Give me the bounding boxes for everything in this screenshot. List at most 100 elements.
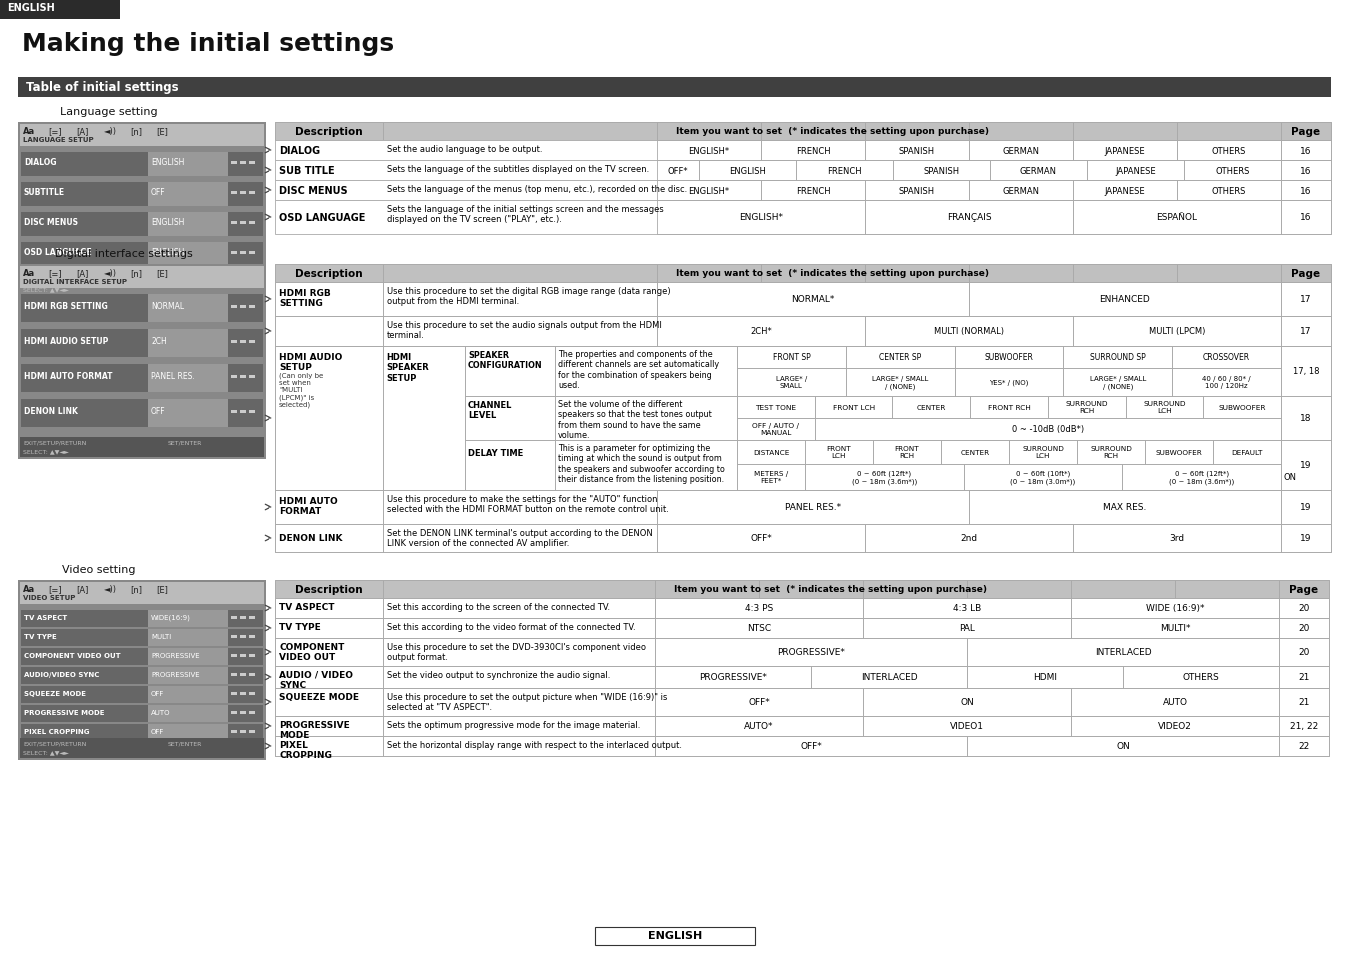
Bar (22, 243, 263, 267)
Bar (969, 491, 1282, 524)
Bar (1282, 491, 1331, 524)
Bar (656, 688, 863, 717)
Bar (1282, 396, 1331, 440)
Bar (275, 598, 383, 618)
Text: MULTI*: MULTI* (1160, 624, 1190, 633)
Text: HDMI RGB SETTING: HDMI RGB SETTING (24, 302, 108, 311)
Bar (250, 340, 255, 344)
Bar (22, 667, 263, 684)
Text: NORMAL*: NORMAL* (792, 295, 835, 304)
Bar (250, 636, 255, 639)
Text: FRENCH: FRENCH (827, 167, 862, 175)
Bar (1176, 265, 1282, 283)
Bar (22, 629, 263, 646)
Text: ◄)): ◄)) (104, 269, 117, 277)
Bar (1279, 717, 1329, 737)
Text: SURROUND SP: SURROUND SP (1090, 354, 1145, 362)
Bar (1071, 618, 1279, 639)
Bar (18, 123, 266, 297)
Bar (657, 283, 969, 316)
Bar (250, 711, 255, 714)
Bar (863, 580, 967, 598)
Bar (148, 243, 228, 267)
Text: AUDIO/VIDEO SYNC: AUDIO/VIDEO SYNC (24, 671, 100, 678)
Bar (1282, 440, 1331, 491)
Bar (250, 730, 255, 733)
Bar (865, 141, 969, 161)
Bar (1282, 316, 1331, 347)
Text: Set this according to the video format of the connected TV.: Set this according to the video format o… (387, 622, 635, 631)
Text: ENGLISH: ENGLISH (151, 218, 185, 227)
Text: YES* / (NO): YES* / (NO) (989, 379, 1029, 386)
Bar (863, 598, 1071, 618)
Text: VIDEO SETUP: VIDEO SETUP (23, 595, 76, 600)
Bar (1282, 123, 1331, 141)
Text: Video setting: Video setting (62, 564, 135, 575)
Bar (22, 365, 263, 393)
Text: Table of initial settings: Table of initial settings (26, 81, 178, 94)
Bar (1072, 141, 1176, 161)
Text: CENTER SP: CENTER SP (880, 354, 921, 362)
Bar (465, 347, 554, 396)
Text: SUB TITLE: SUB TITLE (279, 166, 335, 175)
Bar (383, 283, 657, 316)
Text: Use this procedure to set the output picture when "WIDE (16:9)" is
selected at ": Use this procedure to set the output pic… (387, 692, 668, 712)
Text: 2CH*: 2CH* (750, 327, 772, 336)
Text: Set the DENON LINK terminal's output according to the DENON
LINK version of the : Set the DENON LINK terminal's output acc… (387, 529, 653, 548)
Text: VIDEO1: VIDEO1 (950, 721, 983, 731)
Text: FRONT RCH: FRONT RCH (987, 405, 1031, 411)
Text: [n]: [n] (130, 127, 142, 136)
Text: OFF: OFF (151, 690, 165, 697)
Bar (865, 123, 969, 141)
Bar (657, 141, 761, 161)
Bar (148, 629, 228, 646)
Bar (893, 161, 990, 181)
Text: PANEL RES.: PANEL RES. (151, 372, 194, 380)
Bar (865, 181, 969, 201)
Bar (969, 141, 1072, 161)
Text: SET/ENTER: SET/ENTER (169, 741, 202, 746)
Bar (275, 688, 383, 717)
Text: DISC MENUS: DISC MENUS (24, 218, 78, 227)
Bar (865, 524, 1072, 553)
Text: 2nd: 2nd (960, 534, 978, 543)
Text: PROGRESSIVE*: PROGRESSIVE* (777, 648, 844, 657)
Text: ENGLISH*: ENGLISH* (688, 186, 730, 195)
Bar (1072, 524, 1282, 553)
Bar (275, 123, 1331, 141)
Bar (967, 639, 1279, 666)
Text: AUTO: AUTO (1163, 698, 1187, 707)
Text: Aa: Aa (23, 127, 35, 136)
Text: 16: 16 (1300, 147, 1311, 155)
Text: ON: ON (1116, 741, 1130, 751)
Bar (148, 365, 228, 393)
Bar (22, 330, 263, 357)
Bar (275, 161, 1331, 181)
Bar (22, 213, 263, 236)
Bar (250, 162, 255, 165)
Text: PROGRESSIVE*: PROGRESSIVE* (699, 673, 768, 681)
Text: WIDE (16:9)*: WIDE (16:9)* (1145, 604, 1205, 613)
Text: FRONT
LCH: FRONT LCH (827, 446, 851, 459)
Bar (657, 201, 865, 234)
Bar (846, 369, 955, 396)
Text: EXIT/SETUP/RETURN: EXIT/SETUP/RETURN (23, 278, 86, 284)
Text: Description: Description (295, 127, 363, 137)
Text: EXIT/SETUP/RETURN: EXIT/SETUP/RETURN (23, 440, 86, 446)
Text: Sets the language of the subtitles displayed on the TV screen.: Sets the language of the subtitles displ… (387, 165, 649, 173)
Bar (595, 927, 755, 945)
Bar (737, 464, 805, 491)
Bar (275, 737, 383, 757)
Bar (657, 524, 865, 553)
Bar (148, 686, 228, 703)
Text: SQUEEZE MODE: SQUEEZE MODE (24, 690, 86, 697)
Text: (Can only be
set when
"MULTI
(LPCM)" is
selected): (Can only be set when "MULTI (LPCM)" is … (279, 373, 324, 408)
Bar (656, 618, 863, 639)
Text: OSD LANGUAGE: OSD LANGUAGE (279, 213, 366, 223)
Text: SQUEEZE MODE: SQUEEZE MODE (279, 692, 359, 701)
Bar (275, 737, 1329, 757)
Text: PIXEL CROPPING: PIXEL CROPPING (24, 728, 89, 734)
Bar (275, 639, 1329, 666)
Bar (250, 411, 255, 414)
Bar (967, 580, 1071, 598)
